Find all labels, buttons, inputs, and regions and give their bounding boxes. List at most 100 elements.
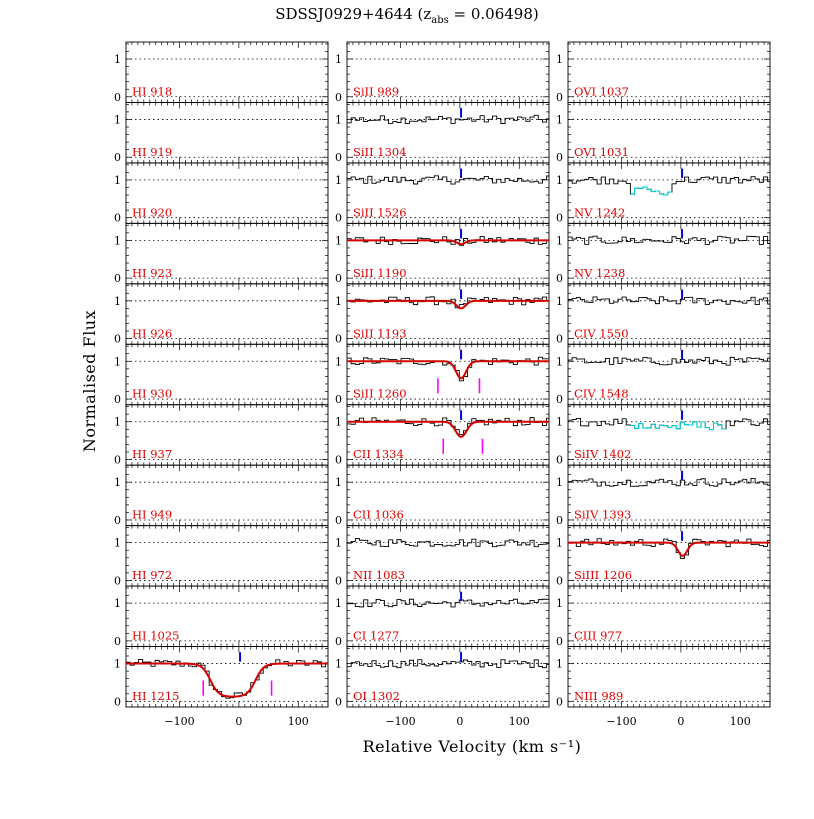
ion-label: SiII 1526 [353, 205, 407, 219]
panel: 0 1 CIV 1550 [556, 283, 771, 346]
y-tick-label: 0 [556, 151, 563, 164]
panel: 0 1 HI 937 [114, 404, 329, 467]
ion-label: SiII 1190 [353, 266, 407, 280]
ion-label: SiIII 1206 [574, 568, 632, 582]
y-tick-label: 0 [114, 695, 121, 708]
y-tick-label: 1 [114, 113, 121, 126]
spectrum-trace [347, 356, 549, 382]
panel: 0 1 CIII 977 [556, 585, 771, 648]
y-tick-label: 1 [556, 113, 563, 126]
y-tick-label: 1 [335, 416, 342, 429]
panel-grid: 0 1 HI 918 0 1 HI 919 0 1 HI 920 0 1 HI 923 0 1 HI 926… [114, 41, 771, 728]
y-tick-label: 1 [556, 416, 563, 429]
ion-label: NII 1083 [353, 568, 405, 582]
spectrum-trace [347, 296, 549, 309]
y-tick-label: 1 [335, 658, 342, 671]
panel: 0 1 HI 926 [114, 283, 329, 346]
y-tick-label: 1 [556, 658, 563, 671]
blend-trace [630, 421, 727, 431]
spectrum-trace [568, 477, 770, 487]
y-tick-label: 1 [335, 476, 342, 489]
ion-label: HI 949 [132, 508, 172, 522]
ion-label: NV 1242 [574, 205, 625, 219]
y-tick-label: 0 [114, 574, 121, 587]
spectrum-trace [568, 296, 770, 305]
y-tick-label: 0 [114, 635, 121, 648]
ion-label: SiIV 1402 [574, 447, 631, 461]
y-axis-label: Normalised Flux [80, 310, 99, 452]
panel: 0 1 CII 1334 [335, 404, 550, 467]
panel: 0 1 OI 1302 −100 0 100 [335, 646, 550, 728]
y-tick-label: 0 [114, 454, 121, 467]
y-tick-label: 0 [556, 635, 563, 648]
spectrum-trace [568, 235, 770, 245]
x-tick-label: 0 [677, 715, 684, 728]
panel: 0 1 HI 949 [114, 464, 329, 527]
y-tick-label: 0 [556, 454, 563, 467]
y-tick-label: 0 [114, 91, 121, 104]
panel: 0 1 HI 930 [114, 343, 329, 406]
y-tick-label: 1 [556, 234, 563, 247]
ion-label: HI 937 [132, 447, 172, 461]
y-tick-label: 1 [556, 597, 563, 610]
y-tick-label: 1 [335, 174, 342, 187]
panel: 0 1 SiIV 1402 [556, 404, 771, 467]
y-tick-label: 0 [335, 212, 342, 225]
y-tick-label: 0 [114, 272, 121, 285]
panel: 0 1 SiIV 1393 [556, 464, 771, 527]
panel: 0 1 HI 972 [114, 525, 329, 587]
voigt-fit [347, 360, 549, 380]
x-tick-label: 100 [730, 715, 751, 728]
ion-label: CII 1334 [353, 447, 404, 461]
ion-label: SiII 1193 [353, 326, 407, 340]
y-tick-label: 0 [335, 574, 342, 587]
y-tick-label: 0 [556, 212, 563, 225]
y-tick-label: 1 [114, 597, 121, 610]
y-tick-label: 1 [556, 537, 563, 550]
voigt-fit [347, 420, 549, 438]
x-tick-label: −100 [164, 715, 194, 728]
y-tick-label: 1 [114, 295, 121, 308]
y-tick-label: 1 [114, 53, 121, 66]
panel: 0 1 HI 1025 [114, 585, 329, 648]
y-tick-label: 1 [556, 295, 563, 308]
voigt-fit [347, 299, 549, 310]
y-tick-label: 0 [556, 695, 563, 708]
y-tick-label: 0 [335, 393, 342, 406]
ion-label: SiII 1260 [353, 387, 407, 401]
x-tick-label: 0 [235, 715, 242, 728]
ion-label: OVI 1037 [574, 84, 629, 98]
y-tick-label: 0 [556, 514, 563, 527]
chart-title: SDSSJ0929+4644 (zabs = 0.06498) [275, 5, 539, 26]
y-tick-label: 1 [556, 53, 563, 66]
panel: 0 1 HI 918 [114, 41, 329, 104]
panel: 0 1 NV 1242 [556, 162, 771, 225]
voigt-fit [126, 662, 328, 698]
y-tick-label: 0 [335, 514, 342, 527]
ion-label: HI 1025 [132, 629, 180, 643]
x-tick-label: −100 [385, 715, 415, 728]
y-tick-label: 0 [556, 333, 563, 346]
ion-label: SiII 989 [353, 84, 399, 98]
panel: 0 1 SiII 989 [335, 41, 550, 104]
ion-label: OVI 1031 [574, 145, 629, 159]
panel: 0 1 CI 1277 [335, 585, 550, 648]
panel: 0 1 SiIII 1206 [556, 525, 771, 587]
panel: 0 1 CIV 1548 [556, 343, 771, 406]
ion-label: HI 918 [132, 84, 172, 98]
panel: 0 1 HI 920 [114, 162, 329, 225]
panel: 0 1 SiII 1304 [335, 102, 550, 164]
y-tick-label: 1 [556, 355, 563, 368]
panel: 0 1 SiII 1193 [335, 283, 550, 346]
y-tick-label: 1 [335, 537, 342, 550]
y-tick-label: 0 [335, 333, 342, 346]
ion-label: OI 1302 [353, 689, 400, 703]
spectrum-trace [347, 417, 549, 435]
y-tick-label: 0 [335, 272, 342, 285]
y-tick-label: 0 [114, 212, 121, 225]
y-tick-label: 0 [556, 91, 563, 104]
x-tick-label: 100 [509, 715, 530, 728]
panel: 0 1 SiII 1190 [335, 222, 550, 285]
panel: 0 1 CII 1036 [335, 464, 550, 527]
y-tick-label: 1 [556, 476, 563, 489]
